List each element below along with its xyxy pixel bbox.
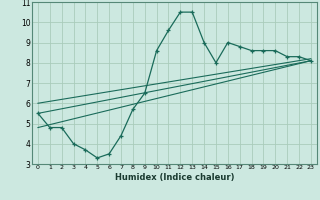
X-axis label: Humidex (Indice chaleur): Humidex (Indice chaleur) — [115, 173, 234, 182]
